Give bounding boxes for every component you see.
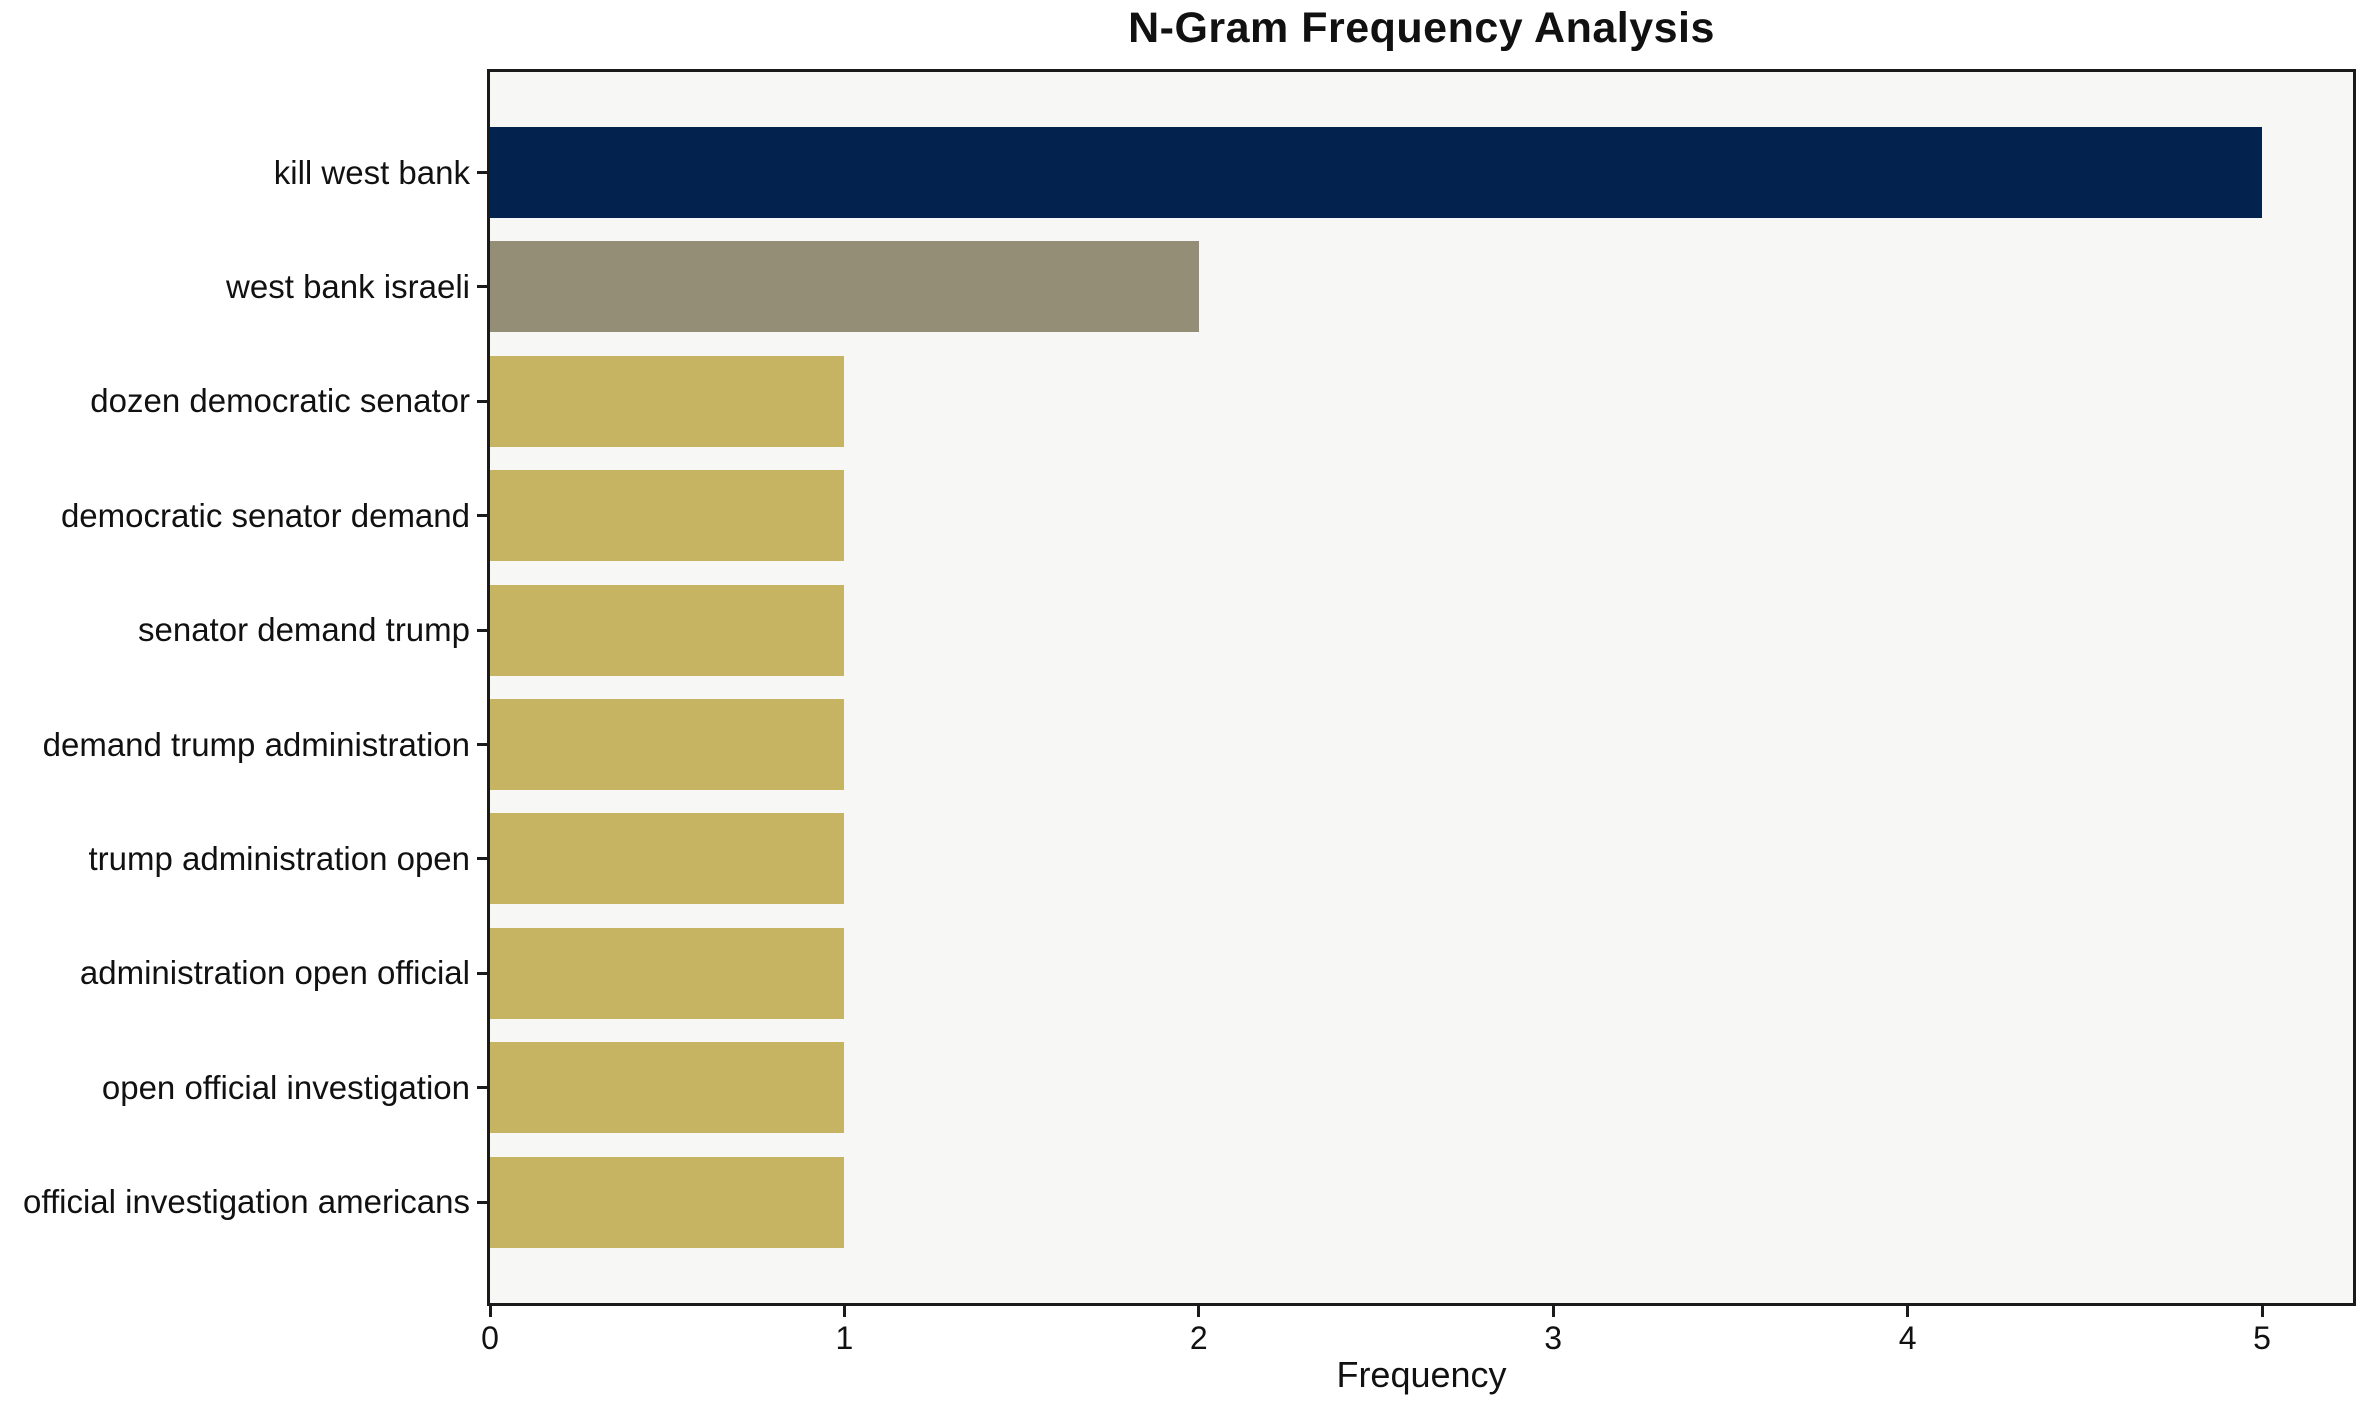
x-axis-label: Frequency	[1336, 1354, 1507, 1395]
chart-title: N-Gram Frequency Analysis	[1128, 4, 1715, 52]
bar	[490, 813, 845, 905]
x-tick-label: 5	[2253, 1320, 2271, 1356]
y-tick-mark	[477, 743, 490, 746]
bar	[490, 584, 845, 676]
y-tick-mark	[477, 399, 490, 403]
x-tick-mark	[1906, 1306, 1910, 1317]
bar	[490, 1156, 845, 1248]
y-tick-mark	[477, 285, 490, 289]
x-tick-mark	[1551, 1306, 1555, 1317]
y-tick-label: dozen democratic senator	[90, 382, 470, 420]
y-tick-mark	[477, 514, 490, 518]
y-tick-mark	[477, 857, 490, 861]
bar	[490, 1042, 845, 1134]
y-tick-label: senator demand trump	[137, 611, 470, 649]
y-tick-label: west bank israeli	[226, 267, 470, 305]
y-tick-label: administration open official	[79, 954, 470, 992]
bar	[490, 927, 845, 1019]
bar	[490, 699, 845, 790]
y-tick-label: demand trump administration	[42, 725, 470, 763]
y-tick-mark	[477, 171, 490, 174]
y-tick-mark	[477, 1086, 490, 1090]
bar	[490, 470, 845, 562]
y-tick-label: kill west bank	[273, 153, 470, 191]
bar	[490, 127, 2262, 218]
x-tick-label: 0	[481, 1320, 499, 1356]
x-tick-label: 4	[1898, 1320, 1917, 1356]
y-tick-mark	[477, 1200, 490, 1204]
y-tick-label: open official investigation	[101, 1068, 470, 1106]
y-tick-label: democratic senator demand	[60, 496, 470, 534]
y-tick-mark	[477, 628, 490, 632]
y-tick-mark	[477, 971, 490, 975]
bar	[490, 241, 1199, 333]
y-tick-label: trump administration open	[88, 839, 470, 877]
y-tick-label: official investigation americans	[23, 1183, 470, 1221]
x-tick-label: 3	[1544, 1320, 1563, 1356]
x-tick-mark	[2260, 1306, 2264, 1317]
x-tick-mark	[842, 1306, 846, 1317]
x-tick-label: 2	[1189, 1320, 1208, 1356]
x-tick-label: 1	[835, 1320, 854, 1356]
x-tick-mark	[488, 1306, 492, 1317]
x-tick-mark	[1197, 1306, 1201, 1317]
bar	[490, 355, 845, 447]
